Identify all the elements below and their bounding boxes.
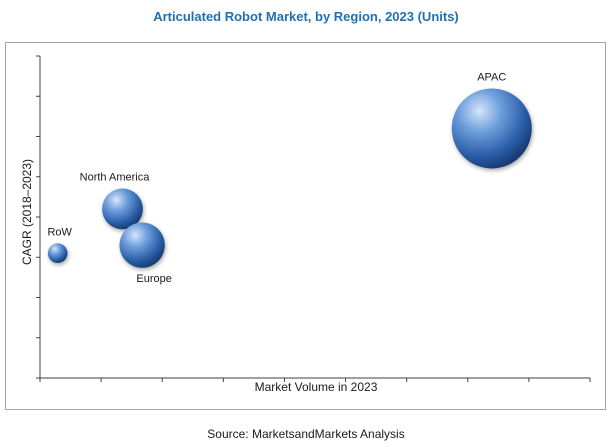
bubble-row [47,243,68,264]
bubble-label-row: RoW [47,226,72,238]
chart-frame [5,42,606,410]
source-note: Source: MarketsandMarkets Analysis [207,427,405,441]
bubble-north-america [102,188,143,230]
bubble-label-north-america: North America [80,172,151,184]
bubble-label-europe: Europe [136,273,171,285]
chart-title: Articulated Robot Market, by Region, 202… [153,9,459,24]
bubble-apac [451,88,532,169]
bubble-label-apac: APAC [477,71,506,83]
y-axis-label: CAGR (2018–2023) [20,159,34,265]
bubble-europe [119,222,165,268]
x-axis-label: Market Volume in 2023 [255,380,378,394]
